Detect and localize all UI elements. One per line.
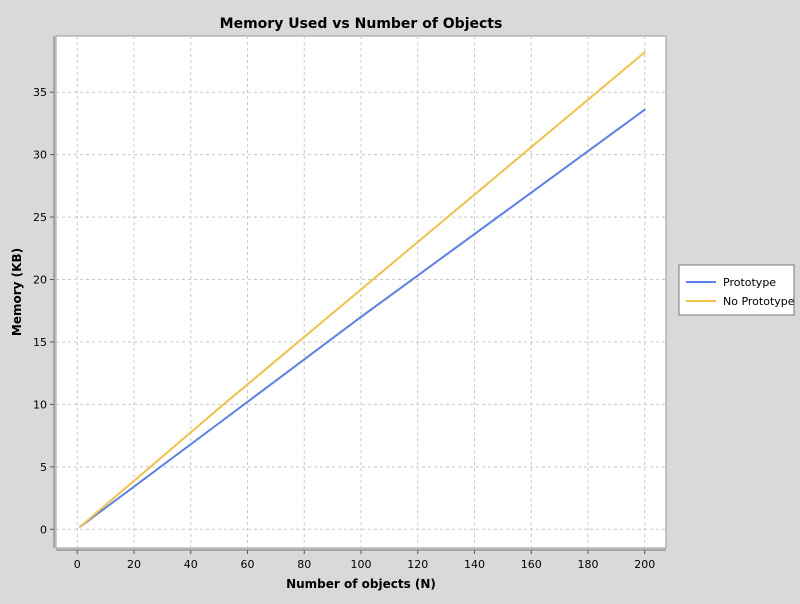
series-line-no-prototype (79, 51, 646, 528)
grid-lines (56, 36, 666, 548)
y-tick-label: 30 (33, 149, 47, 162)
y-tick-label: 25 (33, 211, 47, 224)
x-tick-label: 100 (351, 558, 372, 571)
y-tick-label: 20 (33, 274, 47, 287)
x-tick-label: 20 (127, 558, 141, 571)
y-tick-label: 35 (33, 86, 47, 99)
series-line-prototype (79, 108, 646, 528)
x-tick-label: 140 (464, 558, 485, 571)
x-tick-label: 80 (297, 558, 311, 571)
x-tick-label: 160 (521, 558, 542, 571)
x-tick-label: 200 (634, 558, 655, 571)
y-tick-label: 15 (33, 336, 47, 349)
y-tick-label: 5 (40, 461, 47, 474)
x-tick-label: 60 (241, 558, 255, 571)
chart-title: Memory Used vs Number of Objects (220, 16, 503, 32)
legend: Prototype No Prototype (678, 264, 795, 316)
legend-label-no-prototype: No Prototype (723, 295, 795, 308)
legend-box (678, 264, 795, 316)
x-tick-label: 180 (577, 558, 598, 571)
x-axis-label: Number of objects (N) (286, 577, 436, 591)
y-tick-label: 0 (40, 523, 47, 536)
legend-label-prototype: Prototype (723, 276, 776, 289)
y-tick-label: 10 (33, 398, 47, 411)
axes: 0 20 40 60 80 100 120 140 160 180 200 0 5 10 15 20 25 30 3… (33, 36, 666, 571)
series-lines (79, 51, 646, 528)
y-axis-label: Memory (KB) (10, 248, 24, 336)
x-tick-label: 120 (407, 558, 428, 571)
x-tick-label: 0 (74, 558, 81, 571)
x-tick-label: 40 (184, 558, 198, 571)
plot-area (55, 35, 667, 549)
